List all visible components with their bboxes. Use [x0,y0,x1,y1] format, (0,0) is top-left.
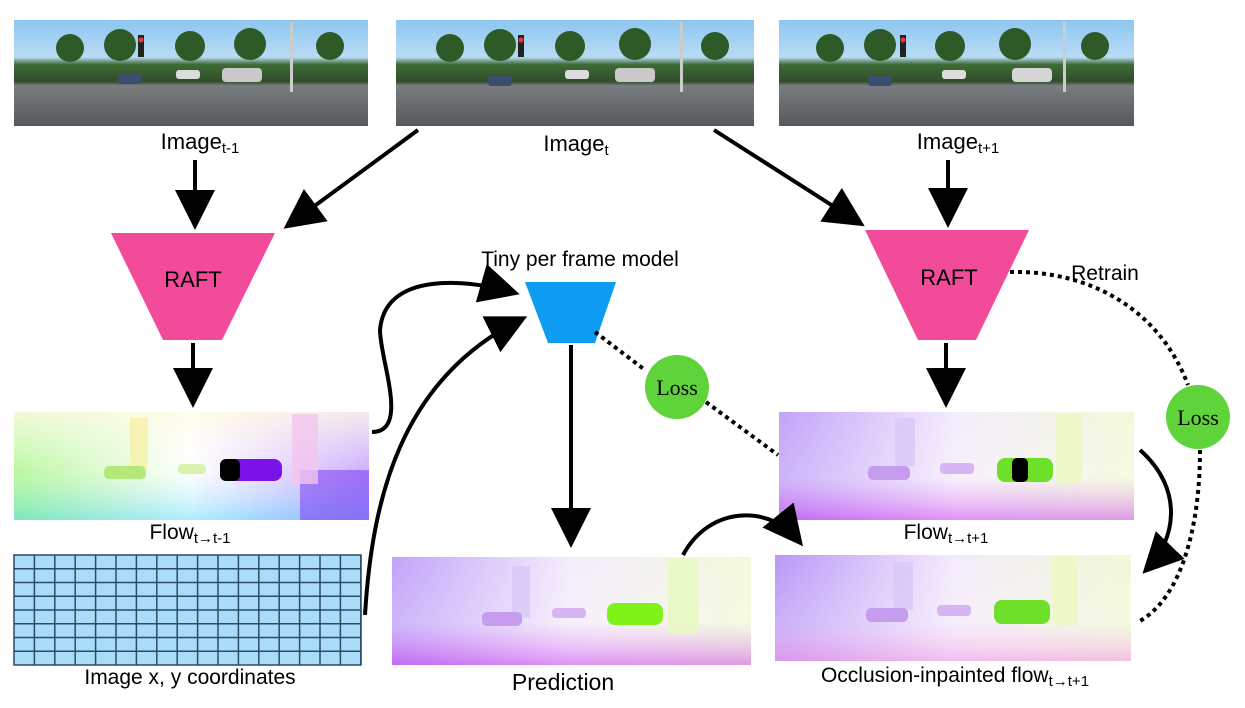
arrow-coords-to-model [363,316,528,616]
coords-grid [13,554,362,666]
arrow-prediction-to-inpainted [681,502,804,556]
loss-right-label: Loss [1177,405,1219,430]
raft-right-trapezoid [865,230,1029,340]
dotted-raft-right-retrain [1009,269,1190,386]
arrow-image-curr-to-raft-right [712,128,865,227]
loss-mid-label: Loss [656,375,698,400]
flow-back-image [14,412,369,520]
image-prev-label: Imaget-1 [161,129,240,157]
raft-left-label: RAFT [164,267,221,292]
image-curr-label: Imaget [543,131,609,159]
dotted-model-to-loss [593,330,647,372]
arrow-flow-back-to-model [371,263,520,434]
raft-right-label: RAFT [920,265,977,290]
tiny-model-trapezoid [525,282,616,343]
retrain-label: Retrain [1071,262,1139,285]
image-curr [396,20,754,126]
dotted-loss-to-flow-fwd [704,400,780,457]
flow-fwd-label: Flowt→t+1 [904,521,989,547]
inpainted-label: Occlusion-inpainted flowt→t+1 [821,664,1089,690]
tiny-model-label: Tiny per frame model [481,248,679,271]
loss-right-circle [1166,385,1230,449]
image-next [779,20,1134,126]
arrow-flow-fwd-to-inpainted [1138,448,1185,574]
prediction-image [392,557,751,665]
flow-back-label: Flowt→t-1 [149,521,230,547]
inpainted-image [775,555,1131,661]
image-prev [14,20,368,126]
prediction-label: Prediction [512,669,614,695]
arrow-image-curr-to-raft-left [283,128,420,229]
raft-left-trapezoid [111,233,275,340]
coords-label: Image x, y coordinates [84,666,295,689]
loss-mid-circle [645,355,709,419]
flow-fwd-image [779,412,1134,520]
image-next-label: Imaget+1 [917,129,999,157]
